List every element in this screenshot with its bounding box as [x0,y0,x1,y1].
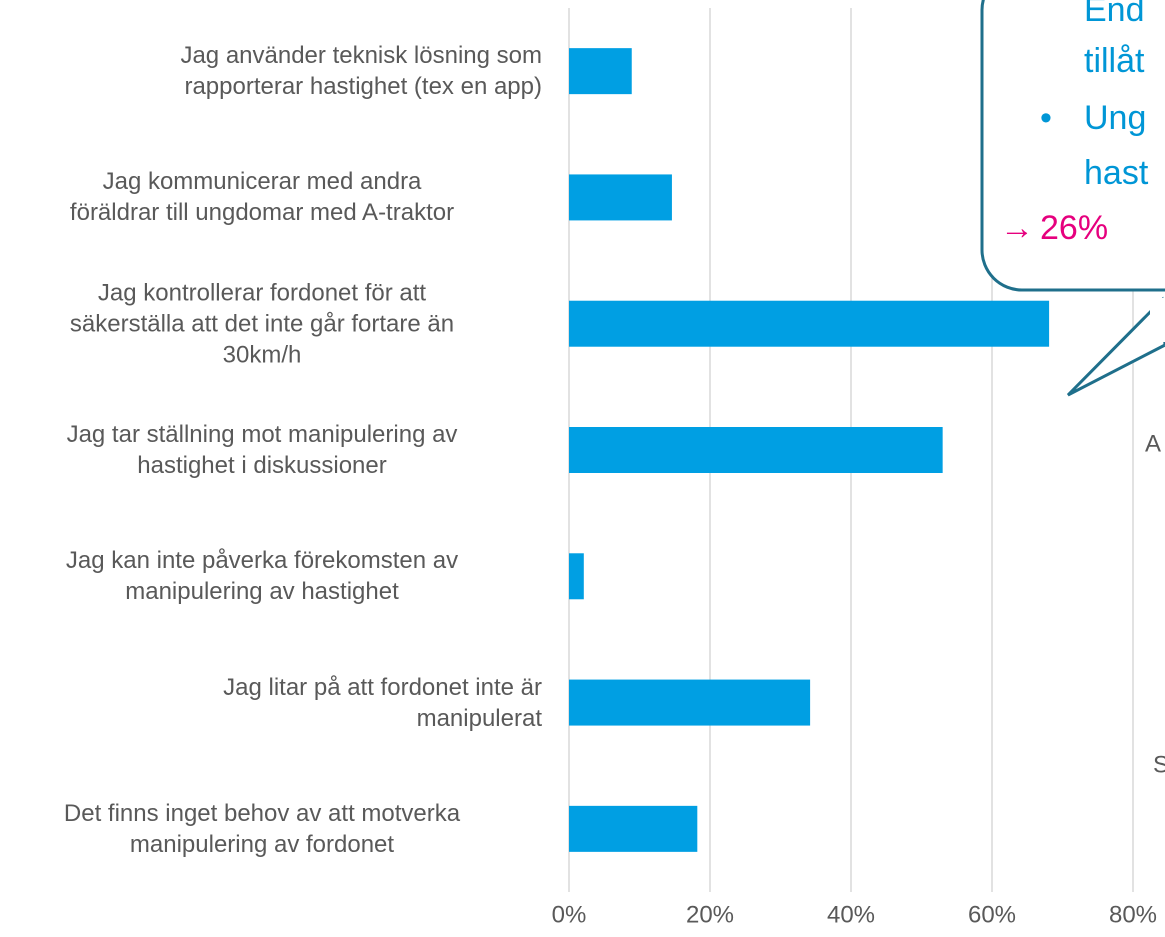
annotation: Ung [1084,99,1146,137]
annotation: 26% [1040,209,1108,247]
y-tick-label: Jag kan inte påverka förekomsten av mani… [65,547,459,606]
annotation: • [1040,99,1052,137]
bar [569,553,584,600]
x-tick-label: 20% [686,901,734,928]
annotation: End [1084,0,1145,29]
annotation: tillåt [1084,42,1145,80]
annotation: hast [1084,154,1149,192]
y-tick-label: Det finns inget behov av att motverka ma… [63,799,461,858]
bar [569,427,943,473]
annotation: A [1145,430,1161,457]
x-tick-label: 80% [1109,901,1157,928]
y-tick-label: Jag litar på att fordonet inte är manipu… [223,673,542,732]
x-tick-label: 40% [827,901,875,928]
bar [569,805,698,852]
y-tick-label: Jag kontrollerar fordonet för att säkers… [69,279,455,369]
bar [569,48,632,95]
tail-mask [1150,298,1165,342]
bar [569,300,1050,347]
y-tick-label: Jag använder teknisk lösning som rapport… [180,42,542,101]
bar [569,174,672,221]
callout-box [980,0,1165,292]
bars [569,48,1050,852]
y-tick-label: Jag kommunicerar med andra föräldrar til… [69,168,455,227]
bar [569,679,811,726]
x-tick-label: 0% [552,901,587,928]
y-tick-label: Jag tar ställning mot manipulering av ha… [66,421,458,479]
annotation: → [1000,209,1034,247]
x-tick-label: 60% [968,901,1016,928]
annotation: S [1153,751,1165,778]
